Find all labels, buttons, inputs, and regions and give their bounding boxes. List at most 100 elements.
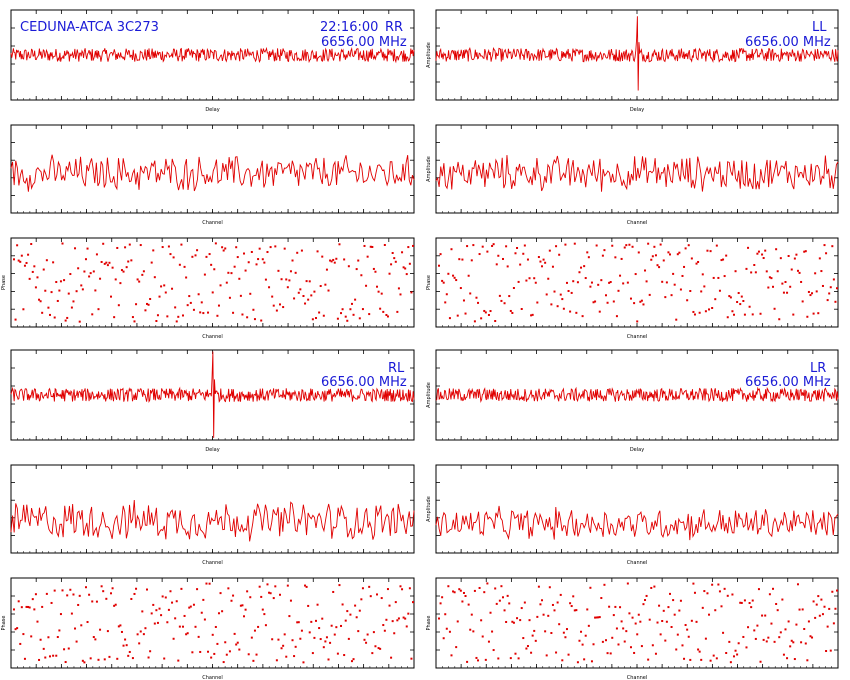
- scatter-point: [656, 621, 659, 624]
- scatter-point: [569, 602, 572, 605]
- scatter-point: [712, 654, 715, 657]
- scatter-point: [526, 258, 529, 261]
- rr-pol-label: RR: [385, 20, 403, 35]
- scatter-point: [704, 310, 707, 313]
- x-axis-label: Delay: [630, 447, 644, 453]
- scatter-point: [269, 592, 272, 595]
- scatter-point: [767, 636, 770, 639]
- scatter-point: [722, 258, 725, 261]
- x-axis-label: Channel: [202, 675, 223, 680]
- scatter-point: [531, 313, 534, 316]
- scatter-point: [720, 259, 723, 262]
- scatter-point: [258, 585, 261, 588]
- scatter-point: [456, 314, 459, 317]
- scatter-point: [673, 613, 676, 616]
- scatter-point: [754, 271, 757, 274]
- scatter-point: [715, 657, 718, 660]
- scatter-point: [773, 307, 776, 310]
- panel-frame: [10, 577, 415, 669]
- scatter-point: [130, 597, 133, 600]
- scatter-point: [102, 242, 105, 245]
- scatter-point: [64, 661, 67, 664]
- scatter-point: [706, 249, 709, 252]
- scatter-point: [25, 605, 28, 608]
- scatter-point: [767, 286, 770, 289]
- scatter-point: [452, 590, 455, 593]
- scatter-point: [498, 294, 501, 297]
- scatter-point: [213, 268, 216, 271]
- scatter-point: [357, 259, 360, 262]
- scatter-point: [84, 586, 87, 589]
- scatter-point: [512, 287, 515, 290]
- scatter-point: [277, 269, 280, 272]
- scatter-point: [442, 637, 445, 640]
- scatter-point: [548, 586, 551, 589]
- scatter-point: [372, 631, 375, 634]
- scatter-point: [693, 591, 696, 594]
- scatter-point: [341, 603, 344, 606]
- scatter-point: [100, 585, 103, 588]
- scatter-point: [97, 308, 100, 311]
- scatter-point: [573, 609, 576, 612]
- scatter-point: [826, 625, 829, 628]
- scatter-point: [91, 313, 94, 316]
- scatter-point: [537, 585, 540, 588]
- scatter-point: [253, 629, 256, 632]
- scatter-point: [113, 316, 116, 319]
- scatter-point: [408, 587, 411, 590]
- scatter-point: [547, 277, 550, 280]
- scatter-point: [44, 289, 47, 292]
- scatter-point: [664, 639, 667, 642]
- scatter-point: [169, 590, 172, 593]
- scatter-point: [94, 289, 97, 292]
- scatter-point: [393, 257, 396, 260]
- scatter-point: [343, 258, 346, 261]
- scatter-point: [128, 650, 131, 653]
- scatter-point: [740, 601, 743, 604]
- scatter-point: [307, 298, 310, 301]
- scatter-point: [497, 254, 500, 257]
- x-axis-label: Delay: [205, 107, 219, 113]
- scatter-point: [188, 606, 191, 609]
- scatter-point: [792, 313, 795, 316]
- series-line: [435, 155, 839, 192]
- scatter-point: [747, 246, 750, 249]
- scatter-point: [567, 289, 570, 292]
- scatter-point: [598, 310, 601, 313]
- scatter-point: [268, 286, 271, 289]
- scatter-point: [456, 620, 459, 623]
- scatter-point: [181, 625, 184, 628]
- scatter-point: [410, 657, 413, 660]
- scatter-point: [243, 615, 246, 618]
- scatter-point: [125, 266, 128, 269]
- scatter-point: [314, 317, 317, 320]
- scatter-point: [172, 256, 175, 259]
- scatter-point: [728, 640, 731, 643]
- scatter-point: [647, 242, 650, 245]
- scatter-point: [637, 251, 640, 254]
- scatter-point: [211, 291, 214, 294]
- scatter-point: [313, 636, 316, 639]
- scatter-point: [213, 652, 216, 655]
- scatter-point: [762, 257, 765, 260]
- scatter-point: [207, 311, 210, 314]
- scatter-point: [291, 639, 294, 642]
- scatter-point: [455, 646, 458, 649]
- scatter-point: [676, 633, 679, 636]
- scatter-point: [391, 252, 394, 254]
- scatter-point: [828, 292, 831, 295]
- scatter-point: [661, 620, 664, 623]
- scatter-point: [807, 290, 810, 293]
- scatter-point: [117, 304, 120, 307]
- scatter-point: [232, 594, 235, 597]
- scatter-point: [592, 301, 595, 304]
- scatter-point: [207, 650, 210, 653]
- scatter-point: [275, 659, 278, 662]
- scatter-point: [462, 591, 465, 594]
- scatter-point: [366, 255, 369, 258]
- scatter-point: [448, 630, 451, 633]
- scatter-point: [706, 592, 709, 595]
- series-line: [435, 16, 839, 91]
- scatter-point: [394, 260, 397, 263]
- scatter-point: [491, 630, 494, 633]
